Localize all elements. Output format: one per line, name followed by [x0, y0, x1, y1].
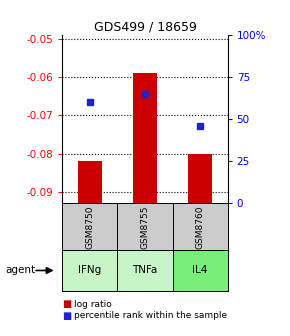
Text: ■: ■	[62, 299, 72, 309]
Text: GDS499 / 18659: GDS499 / 18659	[94, 20, 196, 34]
Text: TNFa: TNFa	[132, 265, 158, 276]
Bar	[188, 154, 213, 203]
Text: GSM8760: GSM8760	[195, 205, 205, 249]
Text: IFNg: IFNg	[78, 265, 102, 276]
Bar	[133, 74, 157, 203]
Text: GSM8750: GSM8750	[85, 205, 95, 249]
Text: agent: agent	[6, 265, 36, 276]
Text: ■: ■	[62, 311, 72, 321]
Bar	[77, 161, 102, 203]
Text: GSM8755: GSM8755	[140, 205, 150, 249]
Text: IL4: IL4	[192, 265, 208, 276]
Text: log ratio: log ratio	[74, 300, 112, 308]
Text: percentile rank within the sample: percentile rank within the sample	[74, 311, 227, 320]
